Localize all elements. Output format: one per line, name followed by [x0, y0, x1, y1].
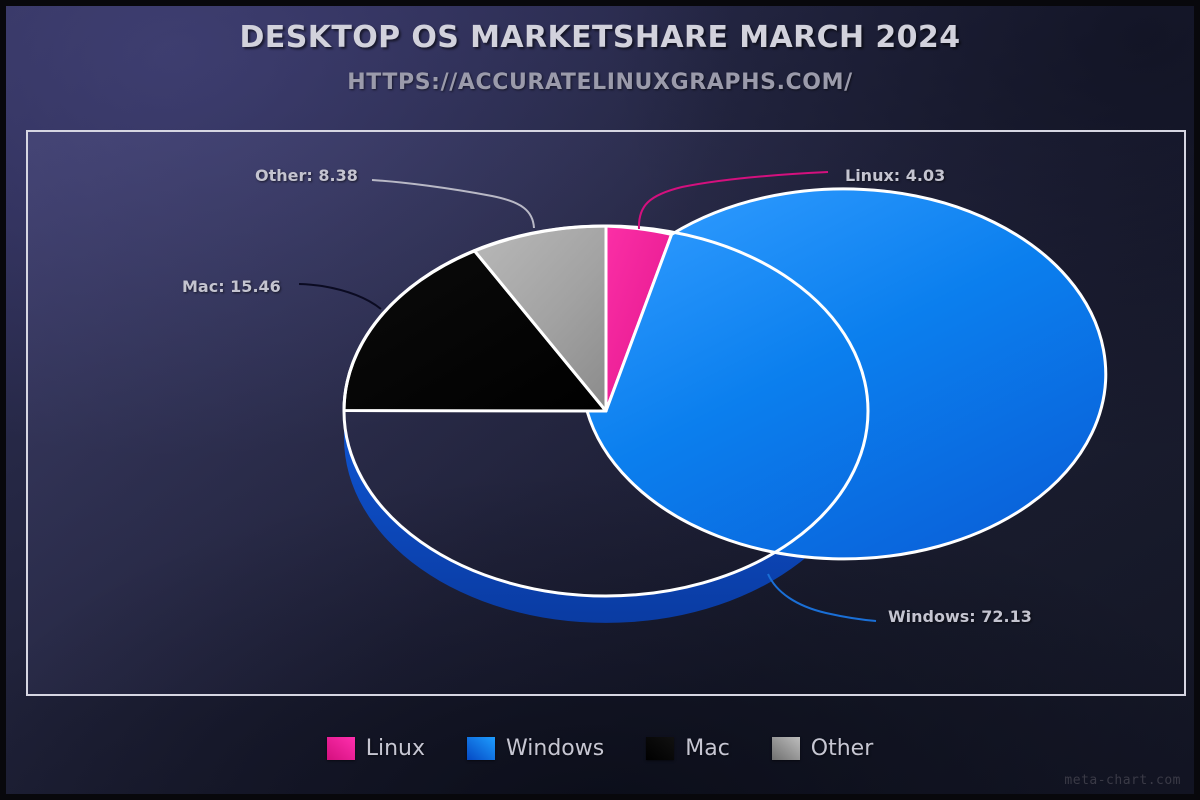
legend-label-mac: Mac — [685, 735, 730, 761]
watermark-attribution: meta-chart.com — [1064, 773, 1181, 788]
legend-item-mac[interactable]: Mac — [646, 736, 730, 761]
legend-item-windows[interactable]: Windows — [467, 736, 604, 761]
data-label-windows: Windows: 72.13 — [888, 607, 1032, 626]
legend-label-linux: Linux — [365, 735, 426, 761]
legend-label-windows: Windows — [506, 735, 605, 761]
legend-label-other: Other — [810, 735, 874, 761]
legend-swatch-windows — [467, 736, 496, 760]
chart-subtitle: HTTPS://ACCURATELINUXGRAPHS.COM/ — [347, 70, 853, 95]
legend-swatch-linux — [326, 736, 355, 760]
legend-item-other[interactable]: Other — [771, 735, 874, 761]
legend-swatch-other — [771, 736, 800, 760]
data-label-linux: Linux: 4.03 — [845, 166, 946, 185]
legend-swatch-mac — [646, 736, 675, 760]
chart-legend: Linux Windows Mac Other — [6, 728, 1194, 768]
legend-item-linux[interactable]: Linux — [326, 735, 426, 761]
data-label-other: Other: 8.38 — [255, 166, 358, 185]
chart-title: DESKTOP OS MARKETSHARE MARCH 2024 — [239, 20, 961, 55]
data-label-mac: Mac: 15.46 — [182, 277, 281, 296]
